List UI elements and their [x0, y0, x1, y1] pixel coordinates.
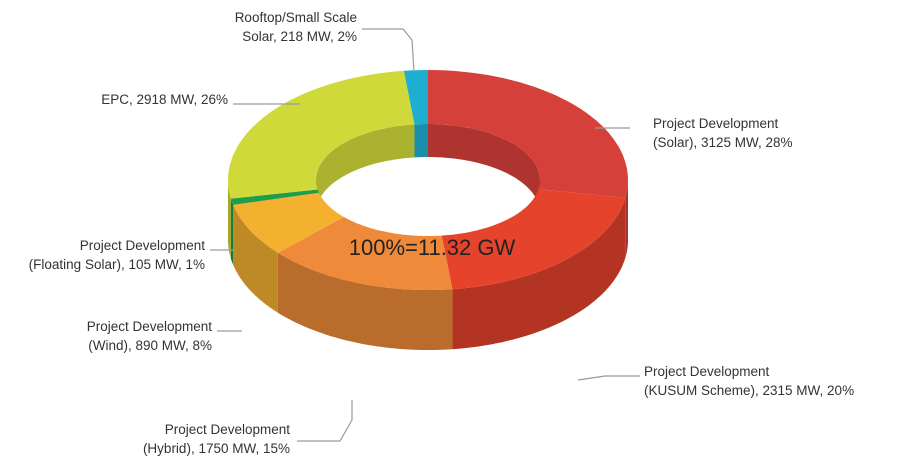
label-line: (Solar), 3125 MW, 28% [653, 135, 793, 150]
label-line: Solar, 218 MW, 2% [242, 29, 357, 44]
side-project-development-wind [233, 204, 278, 313]
slice-project-development-wind [233, 192, 344, 253]
label-line: Rooftop/Small Scale [235, 10, 357, 25]
inner-wall-rooftop-small-scale-solar [414, 124, 428, 158]
label-line: Project Development [87, 319, 213, 334]
label-line: Project Development [165, 422, 291, 437]
label-project-development-floating-solar: Project Development (Floating Solar), 105… [29, 238, 206, 272]
label-line: Project Development [644, 364, 770, 379]
slice-inner-walls [316, 124, 540, 213]
label-rooftop-small-scale-solar: Rooftop/Small Scale Solar, 218 MW, 2% [235, 10, 357, 44]
side-project-development-hybrid [277, 252, 453, 350]
slice-project-development-floating-solar [230, 189, 319, 205]
label-project-development-hybrid: Project Development (Hybrid), 1750 MW, 15… [143, 422, 290, 456]
leader-rooftop-small-scale-solar [362, 28, 415, 73]
side-epc [228, 180, 231, 259]
center-total-label: 100%=11.32 GW [349, 235, 516, 260]
label-leaders [210, 28, 640, 442]
slice-labels: Project Development (Solar), 3125 MW, 28%… [29, 10, 854, 456]
label-line: (KUSUM Scheme), 2315 MW, 20% [644, 383, 854, 398]
label-line: Project Development [80, 238, 206, 253]
label-project-development-kusum-scheme: Project Development (KUSUM Scheme), 2315 … [644, 364, 854, 398]
label-project-development-solar: Project Development (Solar), 3125 MW, 28% [653, 116, 793, 150]
label-line: (Floating Solar), 105 MW, 1% [29, 257, 205, 272]
slice-tops [228, 70, 628, 290]
inner-wall-epc [316, 124, 415, 213]
label-line: EPC, 2918 MW, 26% [101, 92, 228, 107]
leader-project-development-hybrid [297, 400, 353, 442]
side-project-development-kusum-scheme [452, 197, 626, 350]
label-epc: EPC, 2918 MW, 26% [101, 92, 228, 107]
slice-sides [228, 180, 628, 350]
side-project-development-floating-solar [230, 198, 234, 265]
label-line: (Hybrid), 1750 MW, 15% [143, 441, 290, 456]
label-line: (Wind), 890 MW, 8% [88, 338, 212, 353]
slice-project-development-kusum-scheme [441, 189, 626, 290]
label-line: Project Development [653, 116, 779, 131]
inner-wall-project-development-solar [428, 124, 540, 213]
leader-project-development-kusum-scheme [577, 375, 640, 381]
side-project-development-solar [625, 180, 628, 258]
label-project-development-wind: Project Development (Wind), 890 MW, 8% [87, 319, 213, 353]
slice-epc [228, 70, 415, 199]
slice-project-development-hybrid [277, 217, 453, 290]
slice-project-development-solar [428, 70, 628, 198]
slice-rooftop-small-scale-solar [403, 70, 428, 125]
